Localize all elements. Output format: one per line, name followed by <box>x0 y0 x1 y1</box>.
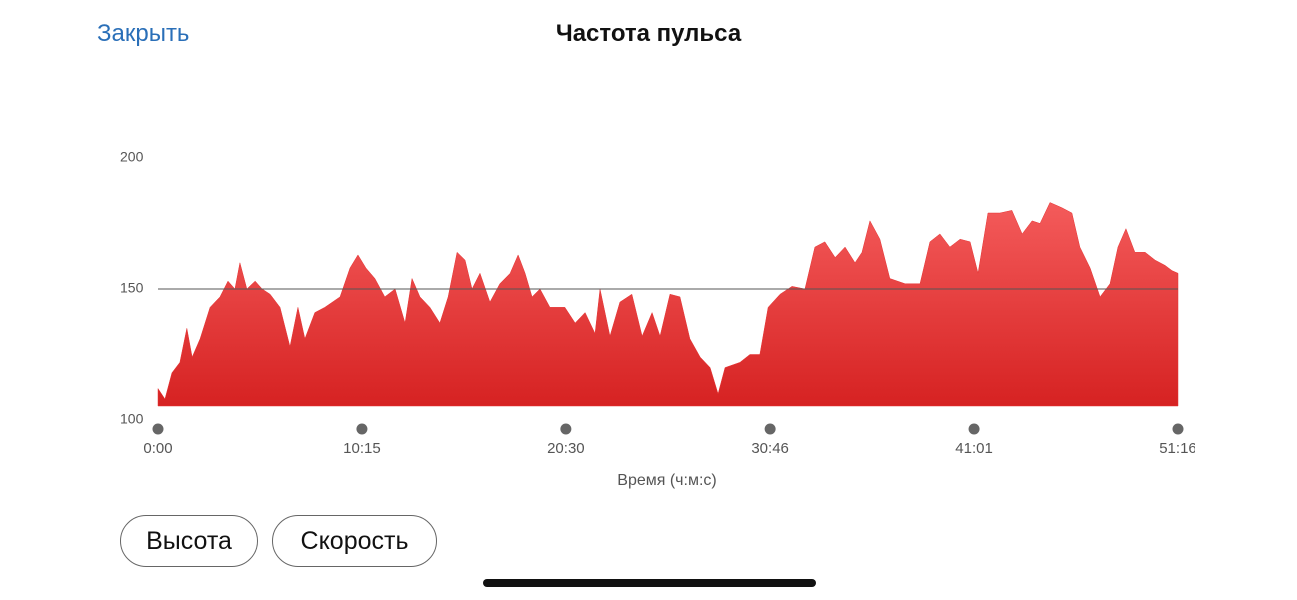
x-tick-label: 10:15 <box>343 440 381 457</box>
x-axis-label: Время (ч:м:с) <box>617 472 716 489</box>
x-tick-dot <box>764 423 776 435</box>
y-tick-label: 200 <box>120 149 144 165</box>
altitude-button[interactable]: Высота <box>120 515 258 567</box>
x-tick-label: 0:00 <box>143 440 172 457</box>
x-tick-dot <box>152 423 164 435</box>
y-tick-label: 100 <box>120 411 144 427</box>
x-tick-dot <box>560 423 572 435</box>
speed-button[interactable]: Скорость <box>272 515 437 567</box>
x-tick-label: 30:46 <box>751 440 789 457</box>
x-tick-dot <box>1172 423 1184 435</box>
y-tick-label: 150 <box>120 280 144 296</box>
x-tick-dot <box>968 423 980 435</box>
heart-rate-area <box>157 202 1179 407</box>
x-tick-label: 20:30 <box>547 440 585 457</box>
x-tick-label: 41:01 <box>955 440 993 457</box>
x-tick-label: 51:16 <box>1159 440 1197 457</box>
close-button[interactable]: Закрыть <box>97 20 190 47</box>
x-tick-dot <box>356 423 368 435</box>
screen-title: Частота пульса <box>555 20 742 47</box>
home-indicator <box>483 579 816 587</box>
